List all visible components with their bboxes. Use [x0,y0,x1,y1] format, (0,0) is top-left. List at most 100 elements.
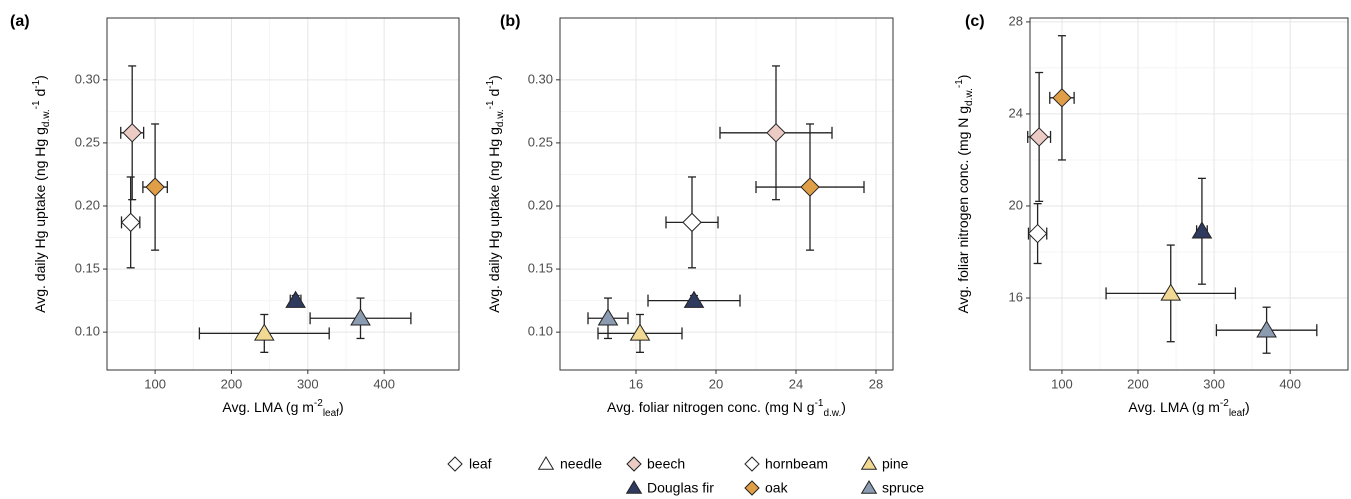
x-tick-label: 28 [869,376,883,391]
label-part: d [486,89,502,101]
marker-diamond [120,212,141,233]
legend-label: beech [647,456,685,472]
x-tick-label: 400 [1279,376,1301,391]
y-tick-label: 0.20 [528,197,553,212]
marker-triangle [253,323,275,341]
x-axis-label: Avg. LMA (g m-2leaf) [222,398,343,419]
x-tick-label: 20 [709,376,723,391]
legend-label: oak [765,480,789,496]
y-axis-label: Avg. foliar nitrogen conc. (mg N gd.w.-1… [954,75,975,314]
y-tick-label: 24 [1009,105,1023,120]
marker-triangle [860,480,878,494]
marker-diamond [447,456,463,472]
marker-triangle [629,323,651,341]
y-tick-label: 0.15 [528,261,553,276]
label-part: -2 [314,398,323,409]
y-tick-label: 0.20 [75,197,100,212]
marker-diamond [1027,223,1048,244]
label-part: ) [339,399,344,415]
plot-frame [1029,17,1349,371]
label-part: Avg. LMA (g m [1128,399,1220,415]
x-tick-label: 300 [297,376,319,391]
x-tick-label: 200 [221,376,243,391]
plot-frame [106,17,460,371]
marker-triangle [350,308,371,326]
plot-frame [559,17,894,371]
y-tick-label: 0.30 [75,71,100,86]
x-tick-label: 100 [1051,376,1073,391]
label-part: -2 [1220,398,1229,409]
panel-label: (b) [500,13,520,30]
legend-label: hornbeam [765,456,828,472]
marker-diamond [626,456,642,472]
marker-triangle [1191,221,1213,239]
legend-label: spruce [882,480,924,496]
y-tick-label: 0.10 [528,324,553,339]
x-tick-label: 24 [789,376,803,391]
marker-triangle [625,480,643,494]
y-tick-label: 28 [1009,13,1023,28]
marker-diamond [744,456,760,472]
label-part: ) [841,399,846,415]
label-part: Avg. LMA (g m [222,399,314,415]
panel-label: (a) [10,13,30,30]
label-part: -1 [485,79,496,88]
marker-triangle [285,290,306,308]
marker-diamond [145,177,165,197]
label-part: Avg. daily Hg uptake (ng Hg g [32,127,48,313]
label-part: ) [955,75,971,80]
label-part: d.w. [495,109,506,127]
marker-diamond [744,480,760,496]
label-part: -1 [31,100,42,109]
y-tick-label: 16 [1009,289,1023,304]
label-part: d.w. [964,88,975,106]
label-part: -1 [485,100,496,109]
label-part: ) [486,75,502,80]
marker-triangle [537,456,555,470]
marker-triangle [860,456,878,470]
y-tick-label: 0.25 [528,134,553,149]
panel-label: (c) [965,13,985,30]
label-part: -1 [954,79,965,88]
marker-diamond [682,212,702,233]
label-part: -1 [31,79,42,88]
label-part: ) [32,75,48,80]
legend-label: Douglas fir [647,480,714,496]
marker-diamond [122,123,142,143]
marker-triangle [683,290,705,308]
y-tick-label: 0.30 [528,71,553,86]
y-tick-label: 0.10 [75,324,100,339]
marker-triangle [597,308,619,326]
label-part: d.w. [41,109,52,127]
marker-diamond [1029,127,1049,147]
y-tick-label: 20 [1009,197,1023,212]
x-tick-label: 100 [144,376,166,391]
label-part: Avg. foliar nitrogen conc. (mg N g [607,399,815,415]
x-axis-label: Avg. foliar nitrogen conc. (mg N g-1d.w.… [607,398,846,419]
label-part: d [32,89,48,101]
label-part: Avg. daily Hg uptake (ng Hg g [486,127,502,313]
label-part: -1 [815,398,824,409]
y-axis-label: Avg. daily Hg uptake (ng Hg gd.w.-1 d-1) [31,75,52,313]
x-tick-label: 300 [1203,376,1225,391]
legend-label: pine [882,456,909,472]
marker-triangle [1160,283,1182,301]
label-part: leaf [1229,408,1245,419]
label-part: ) [1245,399,1250,415]
legend-label: needle [560,456,602,472]
y-tick-label: 0.15 [75,261,100,276]
x-tick-label: 400 [373,376,395,391]
label-part: leaf [323,408,339,419]
x-tick-label: 16 [629,376,643,391]
legend-label: leaf [469,456,492,472]
y-tick-label: 0.25 [75,134,100,149]
label-part: d.w. [823,408,841,419]
marker-triangle [1256,320,1277,338]
marker-diamond [766,123,786,143]
x-axis-label: Avg. LMA (g m-2leaf) [1128,398,1249,419]
x-tick-label: 200 [1127,376,1149,391]
marker-diamond [1052,88,1072,108]
y-axis-label: Avg. daily Hg uptake (ng Hg gd.w.-1 d-1) [485,75,506,313]
marker-diamond [800,177,820,197]
